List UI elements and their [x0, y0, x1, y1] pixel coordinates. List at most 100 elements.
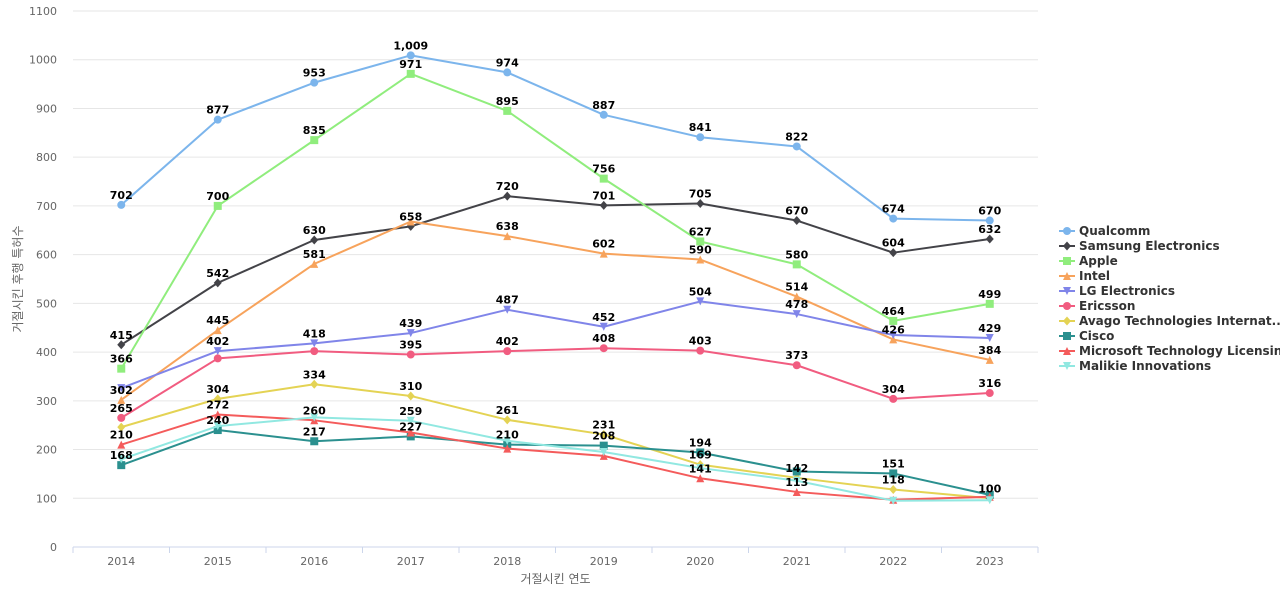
data-label: 272	[206, 398, 229, 411]
data-point	[503, 347, 512, 356]
data-label: 835	[303, 124, 326, 137]
series-qualcomm	[117, 51, 994, 225]
data-label: 822	[785, 130, 808, 143]
data-point	[406, 217, 415, 226]
x-tick-label: 2014	[107, 555, 135, 568]
legend-item[interactable]: Intel	[1059, 269, 1110, 283]
series-line	[120, 54, 990, 222]
data-point	[599, 174, 608, 183]
legend-label: Apple	[1079, 254, 1118, 268]
x-tick-label: 2021	[783, 555, 811, 568]
x-tick-label: 2019	[590, 555, 618, 568]
data-label: 118	[882, 474, 905, 487]
data-label: 141	[689, 462, 712, 475]
y-tick-label: 700	[36, 200, 57, 213]
x-tick-label: 2016	[300, 555, 328, 568]
data-point	[599, 322, 608, 331]
series-line	[120, 195, 990, 346]
legend-item[interactable]: Malikie Innovations	[1059, 359, 1211, 373]
y-tick-label: 400	[36, 346, 57, 359]
data-point	[117, 384, 126, 393]
data-point	[696, 448, 705, 457]
legend-marker	[1063, 272, 1071, 280]
data-point	[503, 191, 512, 201]
data-label: 674	[882, 203, 905, 216]
legend-label: LG Electronics	[1079, 284, 1175, 298]
data-label: 756	[592, 163, 615, 176]
data-label: 700	[206, 190, 229, 203]
data-point	[406, 329, 415, 338]
data-point	[792, 216, 801, 226]
data-point	[696, 297, 705, 306]
series-line	[120, 72, 990, 370]
data-label: 604	[882, 237, 905, 250]
legend-item[interactable]: Cisco	[1059, 329, 1114, 343]
data-point	[792, 292, 801, 301]
legend-item[interactable]: Qualcomm	[1059, 224, 1150, 238]
y-tick-label: 1100	[29, 5, 57, 18]
data-label: 487	[496, 294, 519, 307]
y-tick-label: 0	[50, 541, 57, 554]
data-point	[889, 469, 898, 478]
series-line	[120, 429, 990, 496]
legend-item[interactable]: LG Electronics	[1059, 284, 1175, 298]
data-label: 100	[978, 482, 1001, 495]
legend-item[interactable]: Ericsson	[1059, 299, 1135, 313]
y-tick-label: 600	[36, 249, 57, 262]
legend-marker	[1063, 287, 1071, 295]
data-label: 168	[110, 449, 133, 462]
legend-item[interactable]: Avago Technologies Internat...	[1059, 314, 1280, 328]
data-label: 403	[689, 335, 712, 348]
data-label: 151	[882, 457, 905, 470]
data-label: 408	[592, 332, 615, 345]
data-point	[310, 235, 319, 245]
data-point	[985, 333, 994, 342]
data-point	[599, 110, 608, 119]
data-label: 415	[110, 329, 133, 342]
legend-marker	[1063, 332, 1071, 340]
data-point	[213, 354, 222, 363]
legend-marker	[1063, 302, 1071, 310]
series-microsoft-technology-licensing	[117, 410, 994, 504]
data-point	[503, 68, 512, 77]
legend-marker	[1063, 316, 1071, 326]
data-point	[503, 444, 512, 453]
data-point	[310, 136, 319, 145]
data-point	[985, 234, 994, 244]
series-ericsson	[117, 344, 994, 422]
data-label: 602	[592, 238, 615, 251]
data-point	[310, 413, 319, 422]
y-tick-label: 200	[36, 444, 57, 457]
data-label: 373	[785, 349, 808, 362]
data-point	[889, 248, 898, 258]
legend-marker	[1063, 347, 1071, 355]
data-point	[889, 331, 898, 340]
data-label: 720	[496, 180, 519, 193]
legend-label: Microsoft Technology Licensing	[1079, 344, 1280, 358]
y-tick-label: 800	[36, 151, 57, 164]
data-label: 240	[206, 414, 229, 427]
data-label: 366	[110, 353, 133, 366]
data-point	[696, 346, 705, 355]
data-label: 261	[496, 404, 519, 417]
x-tick-label: 2017	[397, 555, 425, 568]
legend-item[interactable]: Apple	[1059, 254, 1118, 268]
data-label: 418	[303, 327, 326, 340]
data-label: 217	[303, 425, 326, 438]
data-label: 670	[785, 205, 808, 218]
legend-marker	[1063, 241, 1071, 251]
legend-label: Avago Technologies Internat...	[1079, 314, 1280, 328]
data-point	[117, 413, 126, 422]
data-label: 478	[785, 298, 808, 311]
y-axis-title: 거절시킨 후행 특허수	[10, 226, 25, 333]
data-point	[503, 415, 512, 425]
series-line	[120, 383, 990, 500]
data-point	[503, 436, 512, 445]
series-apple	[117, 69, 994, 373]
legend-item[interactable]: Samsung Electronics	[1059, 239, 1220, 253]
data-label: 169	[689, 449, 712, 462]
legend-item[interactable]: Microsoft Technology Licensing	[1059, 344, 1280, 358]
